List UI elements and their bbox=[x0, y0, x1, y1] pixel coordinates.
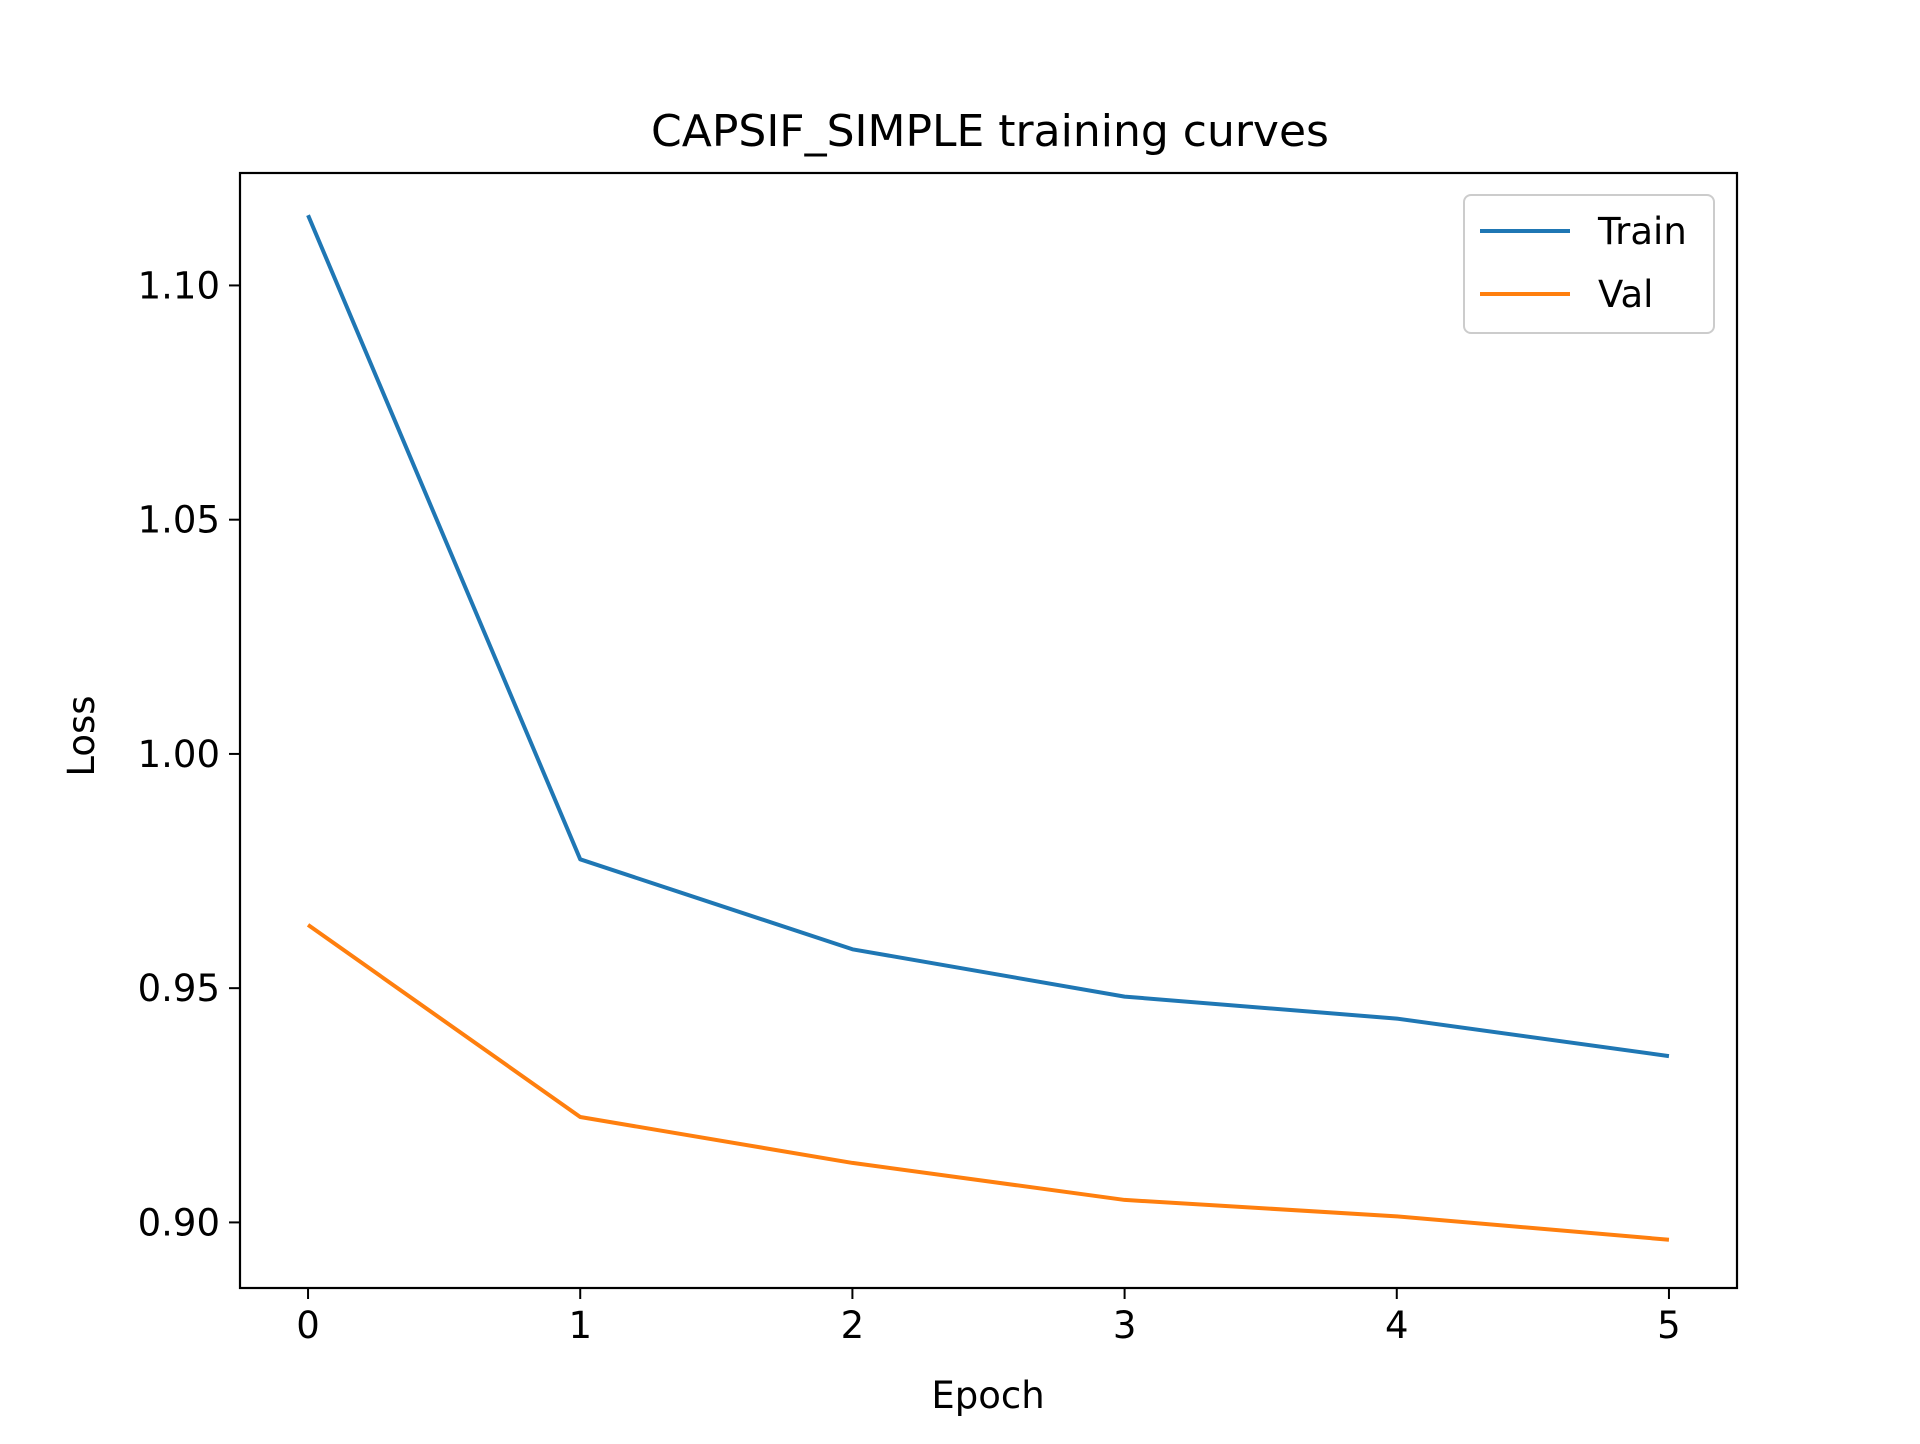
plot-area bbox=[306, 214, 1670, 1242]
x-axis-label: Epoch bbox=[931, 1374, 1044, 1417]
x-tick-label: 4 bbox=[1385, 1304, 1409, 1347]
x-tick-label: 0 bbox=[296, 1304, 320, 1347]
y-axis: 0.90 0.95 1.00 1.05 1.10 bbox=[138, 264, 240, 1244]
series-line-train bbox=[306, 214, 1670, 1059]
y-tick-label: 1.05 bbox=[138, 499, 220, 542]
plot-frame bbox=[238, 171, 1739, 1290]
y-tick-label: 1.00 bbox=[138, 733, 220, 776]
y-tick-label: 0.90 bbox=[138, 1201, 220, 1244]
legend-label-val: Val bbox=[1598, 273, 1653, 316]
series-line-val bbox=[306, 923, 1670, 1242]
legend: Train Val bbox=[1463, 194, 1715, 334]
x-tick-label: 3 bbox=[1113, 1304, 1137, 1347]
y-tick-label: 1.10 bbox=[138, 264, 220, 307]
y-axis-label: Loss bbox=[60, 695, 103, 776]
y-tick-label: 0.95 bbox=[138, 967, 220, 1010]
x-tick-label: 5 bbox=[1657, 1304, 1681, 1347]
x-tick-label: 1 bbox=[568, 1304, 592, 1347]
chart-title: CAPSIF_SIMPLE training curves bbox=[651, 106, 1329, 157]
x-axis: 0 1 2 3 4 5 bbox=[296, 1288, 1681, 1347]
legend-label-train: Train bbox=[1597, 210, 1687, 253]
x-tick-label: 2 bbox=[841, 1304, 865, 1347]
